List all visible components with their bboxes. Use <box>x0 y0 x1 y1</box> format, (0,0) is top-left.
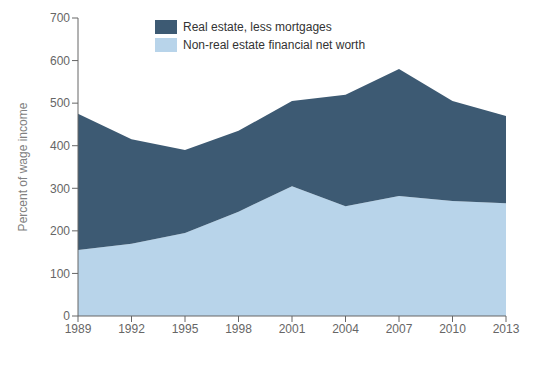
svg-text:Percent of wage income: Percent of wage income <box>16 102 30 231</box>
svg-text:0: 0 <box>63 309 70 323</box>
svg-text:1992: 1992 <box>118 322 145 336</box>
svg-text:600: 600 <box>50 54 70 68</box>
svg-text:2001: 2001 <box>279 322 306 336</box>
svg-text:2004: 2004 <box>332 322 359 336</box>
svg-text:1998: 1998 <box>225 322 252 336</box>
svg-text:2007: 2007 <box>386 322 413 336</box>
svg-text:1989: 1989 <box>65 322 92 336</box>
svg-text:200: 200 <box>50 224 70 238</box>
html-text:Non-real estate financial net: Non-real estate financial net worth <box>183 38 366 52</box>
svg-text:500: 500 <box>50 96 70 110</box>
html-text:Real estate, less mortgages: Real estate, less mortgages <box>183 20 332 34</box>
svg-text:2013: 2013 <box>493 322 520 336</box>
svg-text:700: 700 <box>50 11 70 25</box>
svg-text:2010: 2010 <box>439 322 466 336</box>
svg-text:300: 300 <box>50 182 70 196</box>
svg-text:1995: 1995 <box>172 322 199 336</box>
svg-text:100: 100 <box>50 267 70 281</box>
svg-text:400: 400 <box>50 139 70 153</box>
